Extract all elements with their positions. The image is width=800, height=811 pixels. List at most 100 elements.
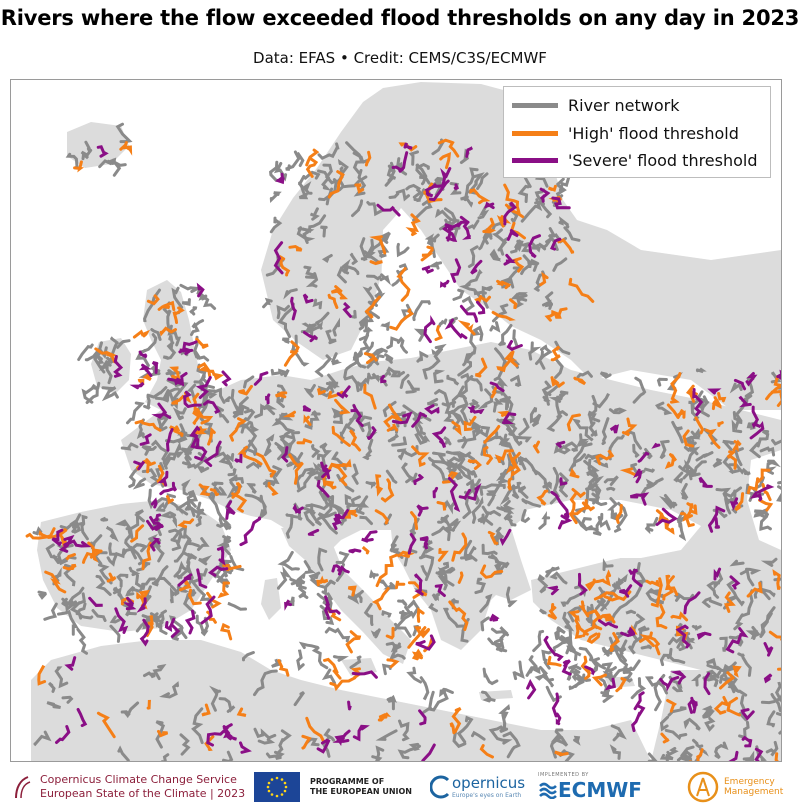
high-threshold-segment xyxy=(568,277,595,303)
river-segment xyxy=(422,347,443,380)
river-segment xyxy=(632,376,647,404)
severe-threshold-segment xyxy=(754,484,775,494)
severe-threshold-segment xyxy=(751,405,760,429)
high-threshold-segment xyxy=(305,716,325,743)
high-threshold-segment xyxy=(621,417,638,437)
high-threshold-segment xyxy=(451,532,468,562)
severe-threshold-segment xyxy=(292,503,304,514)
river-segment xyxy=(152,538,165,563)
river-segment xyxy=(97,563,113,585)
river-segment xyxy=(642,448,653,460)
river-segment xyxy=(246,483,257,494)
river-segment xyxy=(544,291,554,310)
river-segment xyxy=(277,565,293,590)
river-segment xyxy=(173,560,191,578)
severe-threshold-segment xyxy=(439,279,450,288)
high-threshold-segment xyxy=(411,648,424,661)
severe-threshold-segment xyxy=(539,187,551,203)
river-segment xyxy=(391,436,408,447)
severe-threshold-segment xyxy=(434,583,446,597)
river-segment xyxy=(610,724,627,742)
river-segment xyxy=(296,470,322,493)
high-threshold-segment xyxy=(711,396,722,411)
severe-threshold-segment xyxy=(189,425,201,449)
river-segment xyxy=(477,205,490,220)
severe-threshold-segment xyxy=(609,424,619,434)
severe-threshold-segment xyxy=(76,708,88,728)
river-segment xyxy=(319,442,332,467)
high-threshold-segment xyxy=(331,425,351,447)
high-threshold-segment xyxy=(573,376,587,386)
river-segment xyxy=(667,706,687,717)
river-segment xyxy=(435,561,450,577)
high-threshold-segment xyxy=(732,439,742,453)
severe-threshold-segment xyxy=(290,296,297,321)
river-segment xyxy=(333,503,347,522)
river-segment xyxy=(120,442,139,451)
river-segment xyxy=(518,485,529,499)
severe-threshold-segment xyxy=(561,659,572,676)
map-panel[interactable] xyxy=(10,79,782,762)
river-segment xyxy=(537,573,549,594)
severe-threshold-segment xyxy=(239,741,252,754)
river-segment xyxy=(390,643,402,653)
river-segment xyxy=(449,403,467,426)
severe-threshold-segment xyxy=(470,259,483,275)
river-segment xyxy=(224,396,231,403)
river-segment xyxy=(691,624,702,631)
river-segment xyxy=(486,490,497,497)
river-segment xyxy=(134,509,145,523)
high-threshold-segment xyxy=(377,712,392,722)
severe-threshold-segment xyxy=(391,411,413,425)
river-segment xyxy=(253,727,277,740)
river-segment xyxy=(37,590,47,600)
severe-threshold-segment xyxy=(577,572,588,596)
land-iberia xyxy=(37,500,231,632)
severe-threshold-segment xyxy=(216,545,226,566)
river-segment xyxy=(160,753,170,761)
severe-threshold-segment xyxy=(714,517,721,529)
severe-threshold-segment xyxy=(361,530,378,543)
copernicus-tagline: Europe's eyes on Earth xyxy=(452,792,522,799)
river-segment xyxy=(366,274,382,281)
river-segment xyxy=(543,383,561,397)
river-segment xyxy=(499,713,509,734)
river-segment xyxy=(659,439,670,460)
high-threshold-segment xyxy=(512,257,525,273)
river-segment xyxy=(545,566,560,578)
high-threshold-segment xyxy=(169,425,184,437)
severe-threshold-segment xyxy=(183,390,202,409)
severe-threshold-segment xyxy=(234,453,243,464)
river-segment xyxy=(770,693,781,717)
high-threshold-segment xyxy=(411,445,430,468)
river-segment xyxy=(502,731,521,759)
river-segment xyxy=(242,651,255,662)
river-segment xyxy=(150,328,162,341)
legend-swatch-orange xyxy=(512,130,558,136)
severe-threshold-segment xyxy=(729,575,741,590)
river-segment xyxy=(532,629,545,653)
severe-threshold-segment xyxy=(208,565,229,577)
river-segment xyxy=(408,150,419,166)
severe-threshold-segment xyxy=(253,371,269,386)
river-segment xyxy=(101,386,117,393)
river-segment xyxy=(195,516,202,527)
severe-threshold-segment xyxy=(138,363,153,377)
high-threshold-segment xyxy=(330,285,348,300)
high-threshold-segment xyxy=(222,564,242,572)
river-segment xyxy=(477,505,490,526)
severe-threshold-segment xyxy=(444,220,470,229)
river-segment xyxy=(386,694,397,711)
high-threshold-segment xyxy=(172,306,185,324)
high-threshold-segment xyxy=(601,613,616,624)
high-threshold-segment xyxy=(322,462,345,487)
river-segment xyxy=(320,225,328,238)
severe-threshold-segment xyxy=(428,179,450,202)
river-segment xyxy=(431,525,451,542)
river-segment xyxy=(218,697,236,713)
river-segment xyxy=(281,337,291,344)
river-segment xyxy=(531,413,542,428)
severe-threshold-segment xyxy=(659,675,680,692)
river-segment xyxy=(253,669,278,697)
severe-threshold-segment xyxy=(113,355,124,378)
